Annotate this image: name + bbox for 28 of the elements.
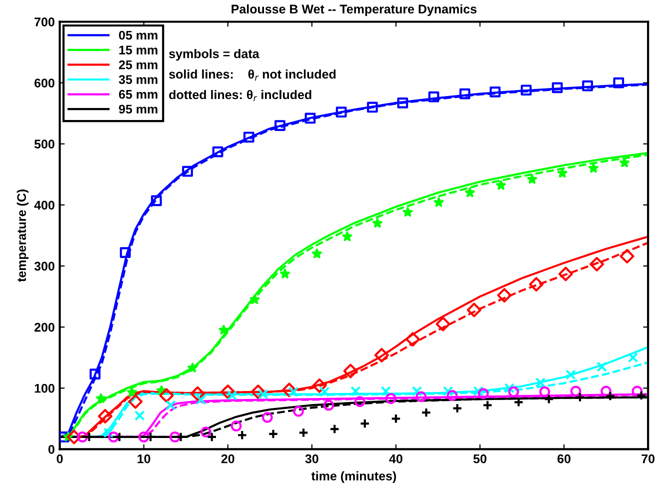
x-tick-label: 40 xyxy=(389,454,402,464)
y-tick-label: 0 xyxy=(48,444,54,454)
x-tick-label: 20 xyxy=(221,454,234,464)
chart-title: Palousse B Wet -- Temperature Dynamics xyxy=(232,4,476,16)
x-tick-label: 30 xyxy=(305,454,318,464)
y-tick-label: 500 xyxy=(34,140,54,149)
legend-label: 95 mm xyxy=(118,104,158,114)
annotation: symbols = data xyxy=(169,49,260,61)
legend-label: 15 mm xyxy=(119,46,158,54)
legend-label: 65 mm xyxy=(118,90,158,99)
y-tick-label: 600 xyxy=(34,78,54,88)
annotation: dotted lines: θ$_{r}$ included xyxy=(169,90,312,102)
x-tick-label: 70 xyxy=(642,454,655,464)
y-tick-label: 400 xyxy=(34,200,54,210)
annotation: solid lines: θ$_{r}$ not included xyxy=(169,69,336,81)
legend-label: 35 mm xyxy=(118,75,158,84)
x-tick-label: 50 xyxy=(473,454,486,464)
y-tick-label: 300 xyxy=(34,262,54,271)
x-tick-label: 10 xyxy=(138,454,150,464)
x-tick-label: 60 xyxy=(558,454,570,464)
legend-label: 25 mm xyxy=(118,60,158,70)
y-tick-label: 200 xyxy=(34,322,54,332)
legend-label: 05 mm xyxy=(119,30,158,40)
x-axis-title: time (minutes) xyxy=(311,471,396,483)
x-tick-label: 0 xyxy=(56,454,63,464)
y-tick-label: 700 xyxy=(34,18,54,26)
y-tick-label: 100 xyxy=(34,384,54,393)
y-axis-title: temperature (C) xyxy=(16,190,28,282)
